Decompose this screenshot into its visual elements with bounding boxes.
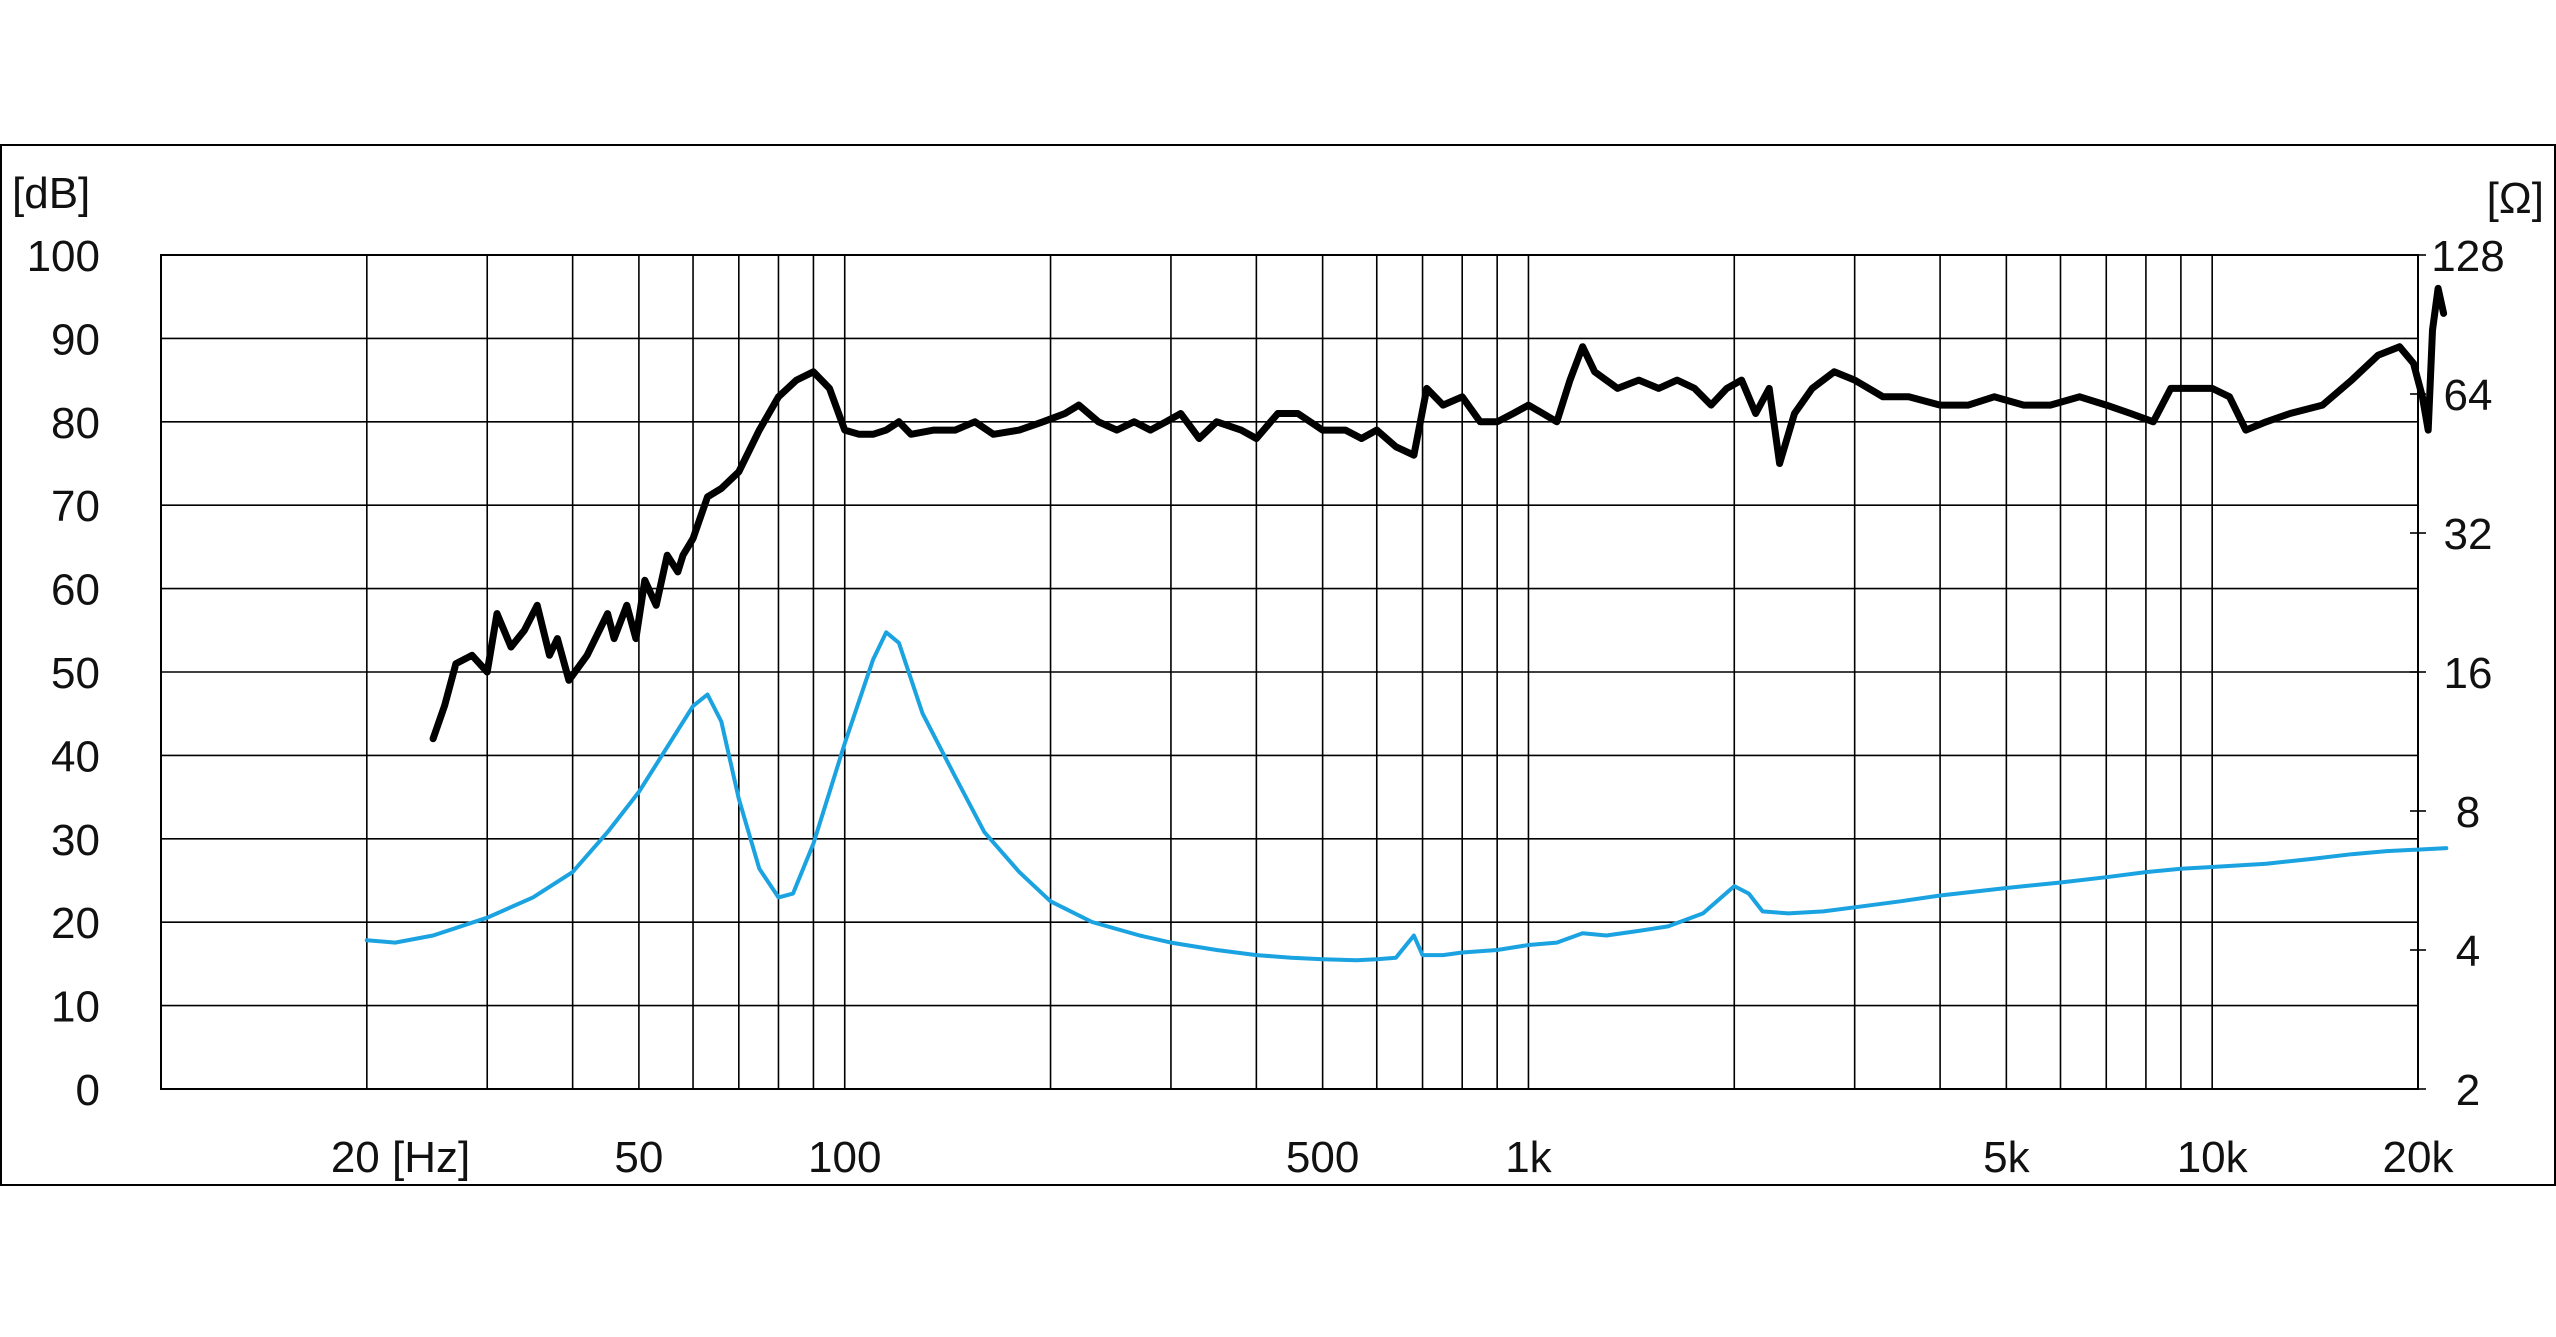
y-right-tick-label: 32 <box>2444 510 2493 559</box>
grid-layer <box>160 254 2426 1090</box>
x-tick-label: 10k <box>2177 1133 2249 1182</box>
y-left-tick-label: 40 <box>51 732 100 781</box>
x-tick-label: 20 [Hz] <box>331 1133 470 1182</box>
x-tick-label: 500 <box>1286 1133 1359 1182</box>
y-left-tick-label: 60 <box>51 566 100 615</box>
x-tick-label: 20k <box>2383 1133 2455 1182</box>
y-left-tick-label: 70 <box>51 482 100 531</box>
y-left-tick-label: 30 <box>51 816 100 865</box>
y-left-tick-label: 10 <box>51 983 100 1032</box>
left-axis-unit: [dB] <box>12 169 90 218</box>
y-right-tick-label: 4 <box>2456 927 2480 976</box>
y-left-tick-label: 80 <box>51 399 100 448</box>
y-left-tick-label: 100 <box>27 232 100 281</box>
x-tick-label: 50 <box>614 1133 663 1182</box>
y-left-tick-label: 90 <box>51 315 100 364</box>
right-axis-unit: [Ω] <box>2487 174 2544 223</box>
x-tick-label: 1k <box>1505 1133 1552 1182</box>
x-tick-label: 100 <box>808 1133 881 1182</box>
label-layer: 0 10 20 30 40 50 60 70 80 90 100 2 4 8 16 32 64 128 20 [Hz… <box>27 232 2505 1182</box>
y-right-tick-label: 64 <box>2444 371 2493 420</box>
y-right-tick-label: 8 <box>2456 788 2480 837</box>
series-layer <box>364 284 2449 963</box>
y-left-tick-label: 50 <box>51 649 100 698</box>
y-right-tick-label: 2 <box>2456 1066 2480 1115</box>
spl-response-line <box>429 284 2448 743</box>
figure-border <box>0 144 2556 1186</box>
x-tick-label: 5k <box>1983 1133 2030 1182</box>
y-right-tick-label: 16 <box>2444 649 2493 698</box>
y-left-tick-label: 0 <box>76 1066 100 1115</box>
y-right-tick-label: 128 <box>2431 232 2504 281</box>
y-left-tick-label: 20 <box>51 899 100 948</box>
impedance-line <box>364 630 2449 963</box>
